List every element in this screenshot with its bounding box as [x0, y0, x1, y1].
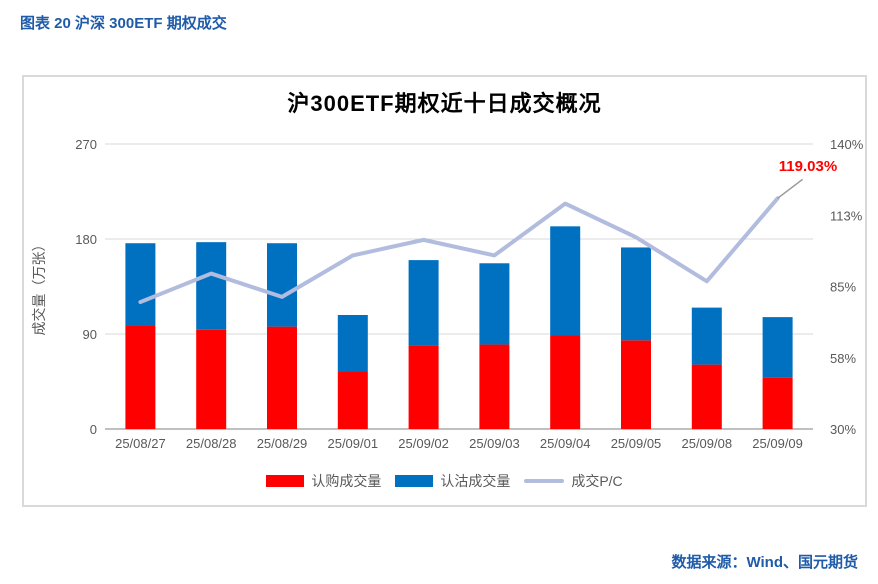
right-axis-tick-label: 113%: [830, 208, 863, 223]
x-axis-label: 25/09/09: [752, 436, 803, 451]
legend-item-call-volume[interactable]: 认购成交量: [266, 471, 381, 491]
chart-plot-area: 0 90 180 270 30% 58% 85% 113% 140% 25/08/27 25/08/…: [31, 137, 864, 451]
call-volume-bar[interactable]: [267, 326, 297, 429]
legend-label-put-volume: 认沽成交量: [440, 473, 511, 489]
put-volume-bar[interactable]: [691, 307, 722, 365]
right-axis-tick-label: 140%: [830, 137, 864, 152]
legend-label-call-volume: 认购成交量: [311, 473, 382, 489]
x-axis-label: 25/08/29: [257, 436, 308, 451]
legend-label-pc-ratio: 成交P/C: [571, 473, 623, 489]
x-axis-label: 25/09/02: [398, 436, 449, 451]
x-axis-label: 25/09/03: [469, 436, 520, 451]
right-axis-tick-label: 85%: [830, 280, 856, 295]
chart-legend: 认购成交量 认沽成交量 成交P/C: [24, 471, 865, 491]
left-axis-tick-label: 0: [90, 422, 97, 437]
put-volume-bar[interactable]: [550, 226, 581, 336]
call-volume-swatch: [266, 475, 305, 487]
put-volume-bar[interactable]: [408, 260, 439, 346]
left-axis-tick-label: 90: [83, 327, 97, 342]
x-axis-label: 25/09/01: [327, 436, 378, 451]
call-volume-bar[interactable]: [550, 335, 581, 429]
left-axis-tick-label: 270: [75, 137, 97, 152]
x-axis-label: 25/08/27: [115, 436, 166, 451]
call-volume-bar[interactable]: [479, 344, 510, 429]
right-axis-tick-label: 58%: [830, 351, 856, 366]
put-volume-bar[interactable]: [337, 315, 368, 372]
put-volume-bar[interactable]: [479, 263, 510, 345]
figure-caption: 图表 20 沪深 300ETF 期权成交: [20, 15, 227, 32]
chart-container: 沪300ETF期权近十日成交概况 0 90 180 270 30% 58% 85% 113% 1…: [22, 75, 867, 507]
put-volume-bar[interactable]: [762, 317, 793, 378]
pc-ratio-line-swatch: [524, 479, 565, 483]
right-axis-tick-label: 30%: [830, 422, 856, 437]
call-volume-bar[interactable]: [196, 329, 227, 429]
legend-item-pc-ratio[interactable]: 成交P/C: [524, 471, 623, 491]
call-volume-bar[interactable]: [691, 364, 722, 429]
x-axis-label: 25/09/05: [611, 436, 662, 451]
data-source-note: 数据来源：Wind、国元期货: [671, 554, 858, 571]
put-volume-bar[interactable]: [621, 247, 651, 341]
call-volume-bar[interactable]: [408, 345, 439, 429]
pc-ratio-line[interactable]: [138, 196, 780, 305]
x-axis-label: 25/09/04: [540, 436, 591, 451]
chart-title: 沪300ETF期权近十日成交概况: [287, 91, 602, 116]
put-volume-bar[interactable]: [125, 243, 156, 326]
call-volume-bar[interactable]: [762, 377, 793, 429]
pc-annotation-label: 119.03%: [778, 158, 838, 175]
annotation-leader-line: [777, 178, 804, 199]
legend-item-put-volume[interactable]: 认沽成交量: [395, 471, 510, 491]
x-axis-label: 25/08/28: [186, 436, 237, 451]
put-volume-bar[interactable]: [196, 242, 227, 330]
call-volume-bar[interactable]: [125, 325, 156, 429]
left-axis-tick-label: 180: [75, 232, 97, 247]
call-volume-bar[interactable]: [621, 340, 651, 429]
x-axis-label: 25/09/08: [681, 436, 732, 451]
put-volume-swatch: [395, 475, 434, 487]
left-axis-title: 成交量（万张）: [31, 238, 47, 336]
put-volume-bar[interactable]: [267, 243, 297, 327]
call-volume-bar[interactable]: [337, 372, 368, 429]
